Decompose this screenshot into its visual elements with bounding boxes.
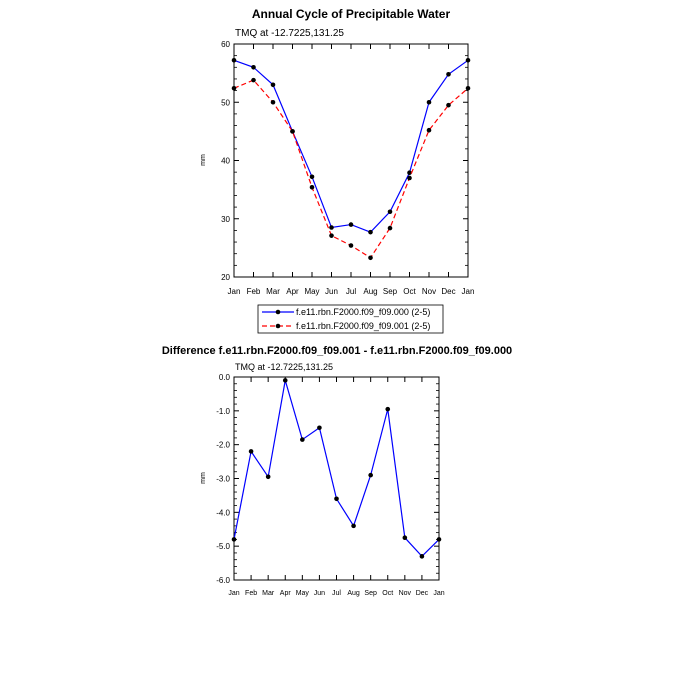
chart1-ytick-label: 50 xyxy=(221,98,230,107)
chart1-series-1-point xyxy=(270,82,276,88)
chart2-series-1-point xyxy=(248,449,254,454)
chart1-series-2-point xyxy=(465,85,471,91)
chart2-series-1-point xyxy=(436,537,442,542)
chart2-ytick-label: -6.0 xyxy=(216,576,230,585)
chart1-series-2-point xyxy=(290,129,295,134)
chart1-xtick-label: Jun xyxy=(325,287,338,296)
chart1-xtick-label: Apr xyxy=(286,287,299,296)
chart1-xtick-label: Sep xyxy=(383,287,398,296)
chart1-series-1-point xyxy=(251,65,256,70)
chart2-xtick-label: Oct xyxy=(382,590,393,597)
chart1-xtick-label: Aug xyxy=(363,287,377,296)
chart1-series-2-point xyxy=(368,255,373,261)
chart1-plot-area: 20 30 40 50 60 Jan Feb Mar Apr May Jun Jul Aug Sep Oct… xyxy=(221,40,474,296)
chart2-xtick-label: May xyxy=(296,590,310,597)
chart1-ytick-label: 30 xyxy=(221,215,230,224)
chart1-xtick-label: Jul xyxy=(346,287,356,296)
legend-label-series-2: f.e11.rbn.F2000.f09_f09.001 (2-5) xyxy=(296,321,430,331)
chart2-ytick-label: -4.0 xyxy=(216,508,230,517)
chart2-series-1-point xyxy=(385,406,391,412)
chart2-xtick-label: Sep xyxy=(364,590,377,597)
chart2-ytick-label: -5.0 xyxy=(216,542,230,551)
chart2-ylabel: mm xyxy=(200,472,207,484)
chart2-title: Difference f.e11.rbn.F2000.f09_f09.001 -… xyxy=(162,345,512,357)
chart1-series-2-point xyxy=(387,225,393,231)
chart2-series-1-point xyxy=(334,496,339,502)
chart2-series-1-point xyxy=(300,437,305,442)
legend-marker-series-1 xyxy=(275,309,281,315)
chart1-series-2-point xyxy=(329,233,334,238)
chart1-xtick-label: Nov xyxy=(422,287,436,296)
chart2-series-1-point xyxy=(419,554,425,559)
chart2-series-1-point xyxy=(282,378,288,383)
chart2-series-1-point xyxy=(231,537,237,542)
chart1-title: Annual Cycle of Precipitable Water xyxy=(252,7,451,21)
chart1-series-1-point xyxy=(329,225,334,230)
chart1-xtick-label: May xyxy=(304,287,319,296)
chart1-series-2-point xyxy=(426,127,432,133)
chart1-series-1-point xyxy=(309,174,315,180)
chart1-ytick-label: 60 xyxy=(221,40,230,49)
chart2-frame xyxy=(233,376,440,581)
chart2-ytick-label: -3.0 xyxy=(216,475,230,484)
chart1-ytick-label: 20 xyxy=(221,273,230,282)
chart2-series-line-1 xyxy=(233,380,440,558)
chart1-series-1-point xyxy=(407,170,412,176)
chart2-xtick-label: Apr xyxy=(280,590,292,597)
chart1-series-line-2 xyxy=(233,79,469,259)
chart1-series-2-point xyxy=(231,85,237,91)
chart2-subtitle: TMQ at -12.7225,131.25 xyxy=(235,362,333,372)
chart1-series-line-1 xyxy=(233,59,469,233)
chart2-series-1-point xyxy=(368,472,373,478)
chart1-ytick-label: 40 xyxy=(221,157,230,166)
chart1-xtick-label: Feb xyxy=(247,287,261,296)
chart2-series-1-point xyxy=(402,535,408,541)
chart2-xtick-label: Jan xyxy=(228,590,239,597)
chart2-ytick-label: -1.0 xyxy=(216,407,230,416)
legend-box xyxy=(257,304,444,334)
chart1-series-2-point xyxy=(407,175,412,181)
chart1-series-2-point xyxy=(309,184,315,190)
chart2-xtick-label: Jan xyxy=(433,590,444,597)
chart1-series-2-point xyxy=(446,102,451,108)
chart1-series-1-point xyxy=(368,229,373,235)
chart2-ytick-label: 0.0 xyxy=(219,373,231,382)
chart1-xtick-label: Jan xyxy=(228,287,241,296)
chart1-xtick-label: Dec xyxy=(441,287,455,296)
chart1-series-1-point xyxy=(426,99,432,105)
chart1-ylabel: mm xyxy=(200,154,207,166)
chart2-series-1-point xyxy=(351,523,356,529)
legend-marker-series-2 xyxy=(275,323,281,329)
chart2-xtick-label: Jun xyxy=(314,590,325,597)
chart2-xtick-label: Dec xyxy=(416,590,429,597)
legend-label-series-1: f.e11.rbn.F2000.f09_f09.000 (2-5) xyxy=(296,307,430,317)
chart2-xtick-label: Nov xyxy=(399,590,412,597)
chart1-frame xyxy=(233,43,469,278)
chart2-xtick-label: Mar xyxy=(262,590,275,597)
chart2-ytick-label: -2.0 xyxy=(216,441,230,450)
chart2-series-1-point xyxy=(317,425,322,431)
chart2-xtick-label: Aug xyxy=(347,590,360,597)
chart1-series-1-point xyxy=(387,209,393,215)
chart1-series-1-point xyxy=(348,222,354,227)
chart1-xtick-label: Jan xyxy=(462,287,475,296)
chart2-plot-area: -6.0 -5.0 -4.0 -3.0 -2.0 -1.0 0.0 Jan Feb Mar Apr M… xyxy=(216,373,445,597)
chart1-xtick-label: Mar xyxy=(266,287,280,296)
chart1-series-2-point xyxy=(251,77,256,83)
chart1-subtitle: TMQ at -12.7225,131.25 xyxy=(235,28,344,39)
chart1-series-2-point xyxy=(270,99,276,105)
chart1-series-2-point xyxy=(348,243,354,248)
chart1-series-1-point xyxy=(231,58,237,63)
chart1-series-1-point xyxy=(465,58,471,63)
chart1-series-1-point xyxy=(446,71,451,77)
chart1-xtick-label: Oct xyxy=(403,287,416,296)
chart2-series-1-point xyxy=(265,474,271,480)
chart2-xtick-label: Jul xyxy=(332,590,341,597)
chart2-xtick-label: Feb xyxy=(245,590,257,597)
